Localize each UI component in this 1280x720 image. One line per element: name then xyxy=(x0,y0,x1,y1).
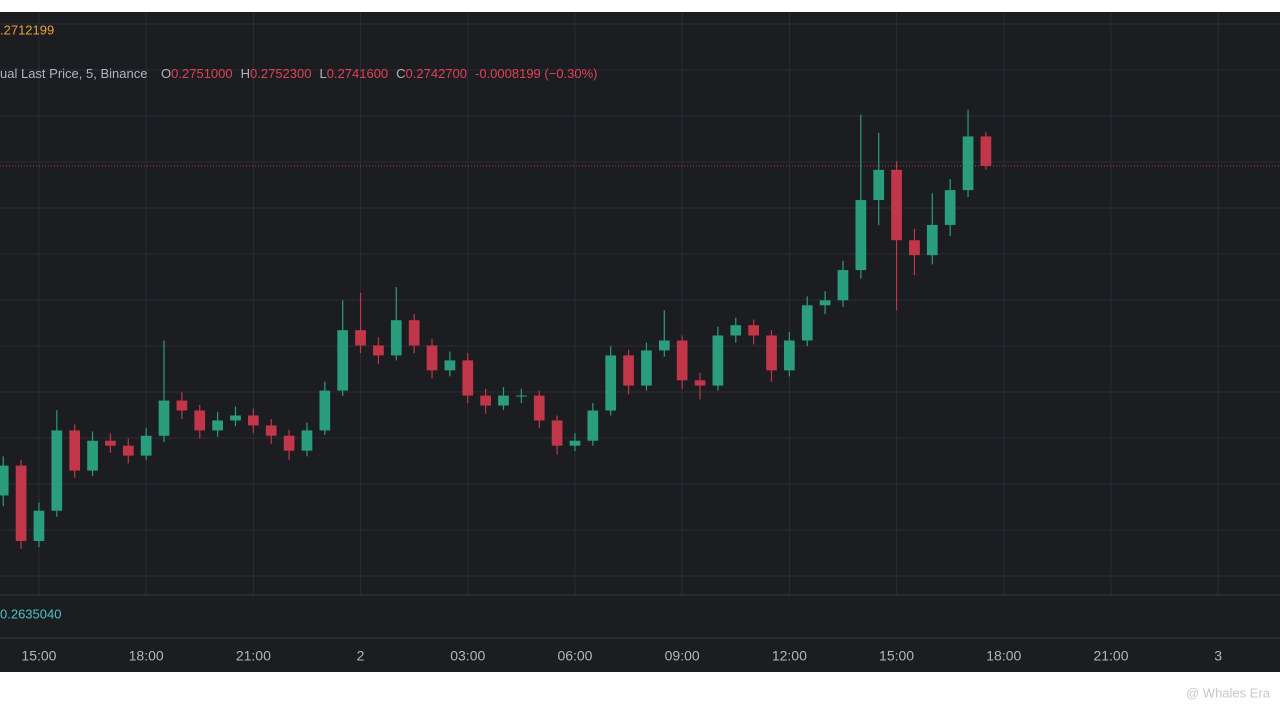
legend-name: ual Last Price, 5, Binance xyxy=(0,66,147,81)
candle-body xyxy=(87,440,98,471)
x-tick-label: 03:00 xyxy=(450,648,485,664)
x-tick-label: 2 xyxy=(357,648,365,664)
candle-body xyxy=(676,340,688,381)
candle-body xyxy=(69,430,81,471)
candle-body xyxy=(498,395,509,406)
legend-change: -0.0008199 (−0.30%) xyxy=(475,66,598,81)
candle-body xyxy=(909,240,920,256)
x-tick-label: 06:00 xyxy=(557,648,592,664)
x-tick-label: 15:00 xyxy=(21,648,56,664)
candle-body xyxy=(444,360,456,371)
candle-body xyxy=(33,510,45,541)
candle-body xyxy=(158,400,170,436)
candle-body xyxy=(801,305,813,341)
candle-body xyxy=(587,410,599,441)
candle-body xyxy=(837,270,849,301)
candle-body xyxy=(855,200,867,271)
candle-body xyxy=(0,465,9,496)
candle-body xyxy=(337,330,349,391)
candle-body xyxy=(390,320,402,356)
candle-body xyxy=(873,169,885,201)
candle-body xyxy=(516,395,527,397)
candle-body xyxy=(658,340,670,351)
candle-body xyxy=(748,325,759,336)
candle-body xyxy=(533,395,545,421)
candle-body xyxy=(623,355,634,386)
candle-body xyxy=(408,320,420,346)
x-tick-label: 15:00 xyxy=(879,648,914,664)
legend: ual Last Price, 5, Binance O0.2751000 H0.… xyxy=(0,66,598,81)
watermark: @ Whales Era xyxy=(1186,685,1271,700)
top-price-label: .2712199 xyxy=(0,22,54,37)
legend-key: O xyxy=(161,66,171,81)
candle-body xyxy=(122,445,134,456)
candle-body xyxy=(51,430,63,511)
candle-body xyxy=(891,169,902,241)
candle-body xyxy=(694,380,706,386)
candle-body xyxy=(962,136,974,191)
candle-body xyxy=(355,330,366,346)
candle-body xyxy=(319,390,331,431)
candle-body xyxy=(766,335,777,371)
candle-body xyxy=(819,300,831,306)
legend-value: 0.2751000 xyxy=(171,66,232,81)
candle-body xyxy=(301,430,313,451)
candle-body xyxy=(605,355,617,411)
x-tick-label: 12:00 xyxy=(772,648,807,664)
candle-body xyxy=(730,325,742,336)
candle-body xyxy=(176,400,188,411)
candle-body xyxy=(712,335,724,386)
x-tick-label: 21:00 xyxy=(236,648,271,664)
bottom-price-label: 0.2635040 xyxy=(0,606,61,621)
legend-value: 0.2741600 xyxy=(327,66,388,81)
candle-body xyxy=(944,190,956,225)
candle-body xyxy=(140,435,152,456)
candle-body xyxy=(551,420,563,446)
x-tick-label: 18:00 xyxy=(129,648,164,664)
candle-body xyxy=(230,415,241,421)
legend-key: C xyxy=(396,66,405,81)
x-tick-label: 3 xyxy=(1214,648,1222,664)
candle-body xyxy=(426,345,438,371)
chart-background xyxy=(0,12,1280,672)
candle-body xyxy=(926,224,938,256)
legend-value: 0.2742700 xyxy=(406,66,467,81)
candle-body xyxy=(480,395,491,406)
candle-body xyxy=(283,435,295,451)
candle-body xyxy=(247,415,259,426)
candle-body xyxy=(212,420,223,431)
legend-value: 0.2752300 xyxy=(250,66,311,81)
candle-body xyxy=(105,440,116,446)
candle-body xyxy=(569,440,581,446)
candle-body xyxy=(373,345,384,356)
x-tick-label: 09:00 xyxy=(665,648,700,664)
candle-body xyxy=(462,360,474,396)
candle-body xyxy=(641,350,652,386)
legend-key: L xyxy=(319,66,326,81)
x-tick-label: 21:00 xyxy=(1093,648,1128,664)
candle-body xyxy=(784,340,795,371)
x-tick-label: 18:00 xyxy=(986,648,1021,664)
candle-body xyxy=(980,136,992,166)
candle-body xyxy=(15,465,27,541)
candle-body xyxy=(265,425,277,436)
candle-body xyxy=(194,410,206,431)
legend-key: H xyxy=(241,66,250,81)
